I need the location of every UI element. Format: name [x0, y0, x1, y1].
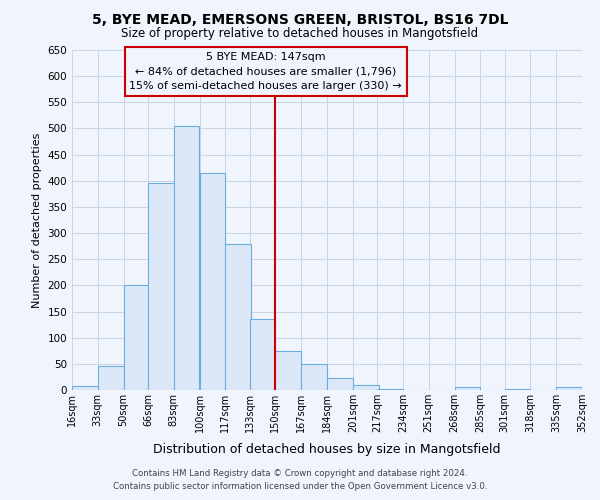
Text: Contains public sector information licensed under the Open Government Licence v3: Contains public sector information licen…	[113, 482, 487, 491]
Bar	[455, 388, 481, 390]
X-axis label: Distribution of detached houses by size in Mangotsfield: Distribution of detached houses by size …	[153, 444, 501, 456]
Y-axis label: Number of detached properties: Number of detached properties	[32, 132, 42, 308]
Bar	[199, 173, 226, 390]
Text: Contains HM Land Registry data © Crown copyright and database right 2024.: Contains HM Land Registry data © Crown c…	[132, 468, 468, 477]
Bar	[353, 385, 379, 390]
Bar	[124, 286, 149, 390]
Bar	[377, 389, 403, 390]
Text: 5, BYE MEAD, EMERSONS GREEN, BRISTOL, BS16 7DL: 5, BYE MEAD, EMERSONS GREEN, BRISTOL, BS…	[92, 12, 508, 26]
Bar	[98, 366, 124, 390]
Bar	[173, 126, 199, 390]
Bar	[275, 351, 301, 390]
Text: Size of property relative to detached houses in Mangotsfield: Size of property relative to detached ho…	[121, 28, 479, 40]
Bar	[250, 320, 275, 390]
Bar	[556, 388, 582, 390]
Bar	[226, 244, 251, 390]
Bar	[72, 386, 98, 390]
Bar	[148, 184, 173, 390]
Text: 5 BYE MEAD: 147sqm
← 84% of detached houses are smaller (1,796)
15% of semi-deta: 5 BYE MEAD: 147sqm ← 84% of detached hou…	[130, 52, 402, 92]
Bar	[505, 389, 530, 390]
Bar	[327, 378, 353, 390]
Bar	[301, 364, 327, 390]
